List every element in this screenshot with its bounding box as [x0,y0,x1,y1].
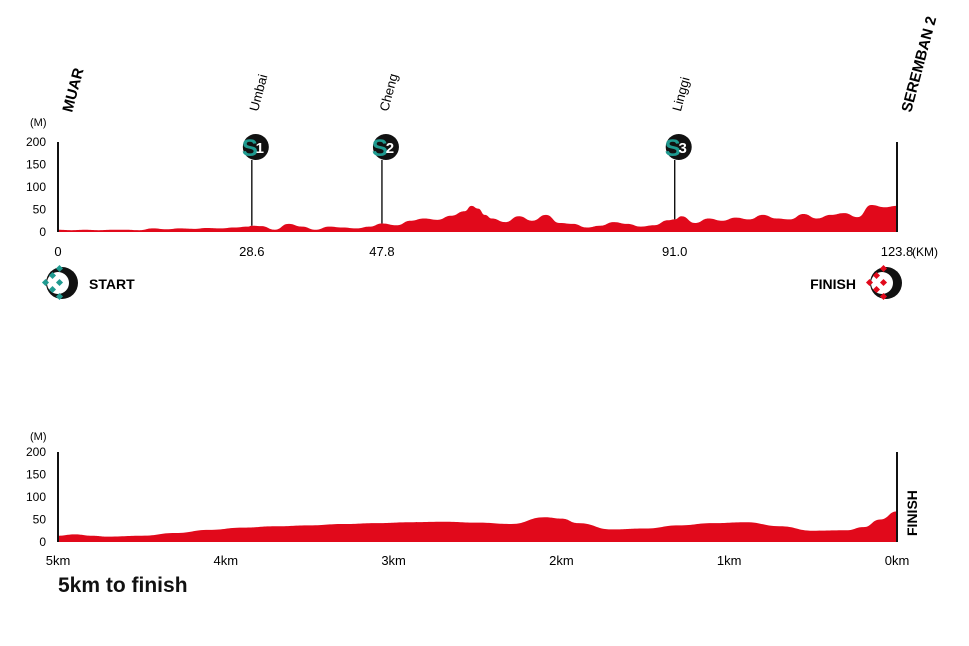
bottom-y-axis-ticks: 200 150 100 50 0 [26,445,46,549]
sprint-badge-icon [372,134,399,160]
sprint-badge-icon [242,134,269,160]
top-y-unit-label: (M) [30,117,47,129]
y-tick-label: 0 [39,225,46,239]
bottom-elevation-area [58,511,897,542]
sprint-badge-number: 1 [256,140,264,157]
x-tick-label: 28.6 [239,244,264,259]
bottom-finish-label: FINISH [904,490,920,536]
x-tick-label: 0 [54,244,61,259]
x-tick-label: 123.8 [881,244,914,259]
last-5km-profile-chart: (M) 200 150 100 50 0 FINISH 5km 4km 3km 2km 1km 0… [26,431,920,568]
finish-town-label: SEREMBAN 2 [898,15,940,114]
x-tick-label: 91.0 [662,244,687,259]
x-tick-label: 4km [214,553,239,568]
x-tick-label: 2km [549,553,574,568]
top-x-unit-label: (KM) [912,245,938,259]
y-tick-label: 50 [33,513,47,527]
y-tick-label: 200 [26,445,46,459]
last-5km-heading: 5km to finish [58,574,188,597]
sprint-town-label: Cheng [376,72,400,113]
x-tick-label: 1km [717,553,742,568]
y-tick-label: 150 [26,468,46,482]
sprint-badge-icon [665,134,692,160]
sprint-badge-letter: S [242,135,258,162]
x-tick-label: 47.8 [369,244,394,259]
sprint-badge-number: 2 [386,140,394,157]
x-tick-label: 0km [885,553,910,568]
sprint-marker-3: S3 Linggi [665,75,693,220]
start-town-label: MUAR [59,66,87,114]
bottom-x-axis-ticks: 5km 4km 3km 2km 1km 0km [46,553,910,568]
top-elevation-area [58,205,897,232]
y-tick-label: 100 [26,490,46,504]
sprint-marker-1: S1 Umbai [242,73,270,226]
sprint-badge-letter: S [665,135,681,162]
sprint-marker-2: S2 Cheng [372,72,401,224]
y-tick-label: 100 [26,180,46,194]
sprint-town-label: Umbai [246,73,270,113]
start-flag-icon [41,264,78,301]
y-tick-label: 200 [26,135,46,149]
y-tick-label: 0 [39,535,46,549]
sprint-badge-number: 3 [679,140,687,157]
bottom-y-unit-label: (M) [30,431,47,443]
sprint-badge-letter: S [372,135,388,162]
top-y-axis-ticks: 200 150 100 50 0 [26,135,46,239]
finish-flag-icon [865,264,902,301]
y-tick-label: 50 [33,203,47,217]
finish-label: FINISH [810,276,856,292]
start-label: START [89,276,135,292]
x-tick-label: 3km [381,553,406,568]
top-x-axis-ticks: 0 28.6 47.8 91.0 123.8 [54,244,913,259]
x-tick-label: 5km [46,553,71,568]
y-tick-label: 150 [26,158,46,172]
sprint-town-label: Linggi [669,75,692,113]
